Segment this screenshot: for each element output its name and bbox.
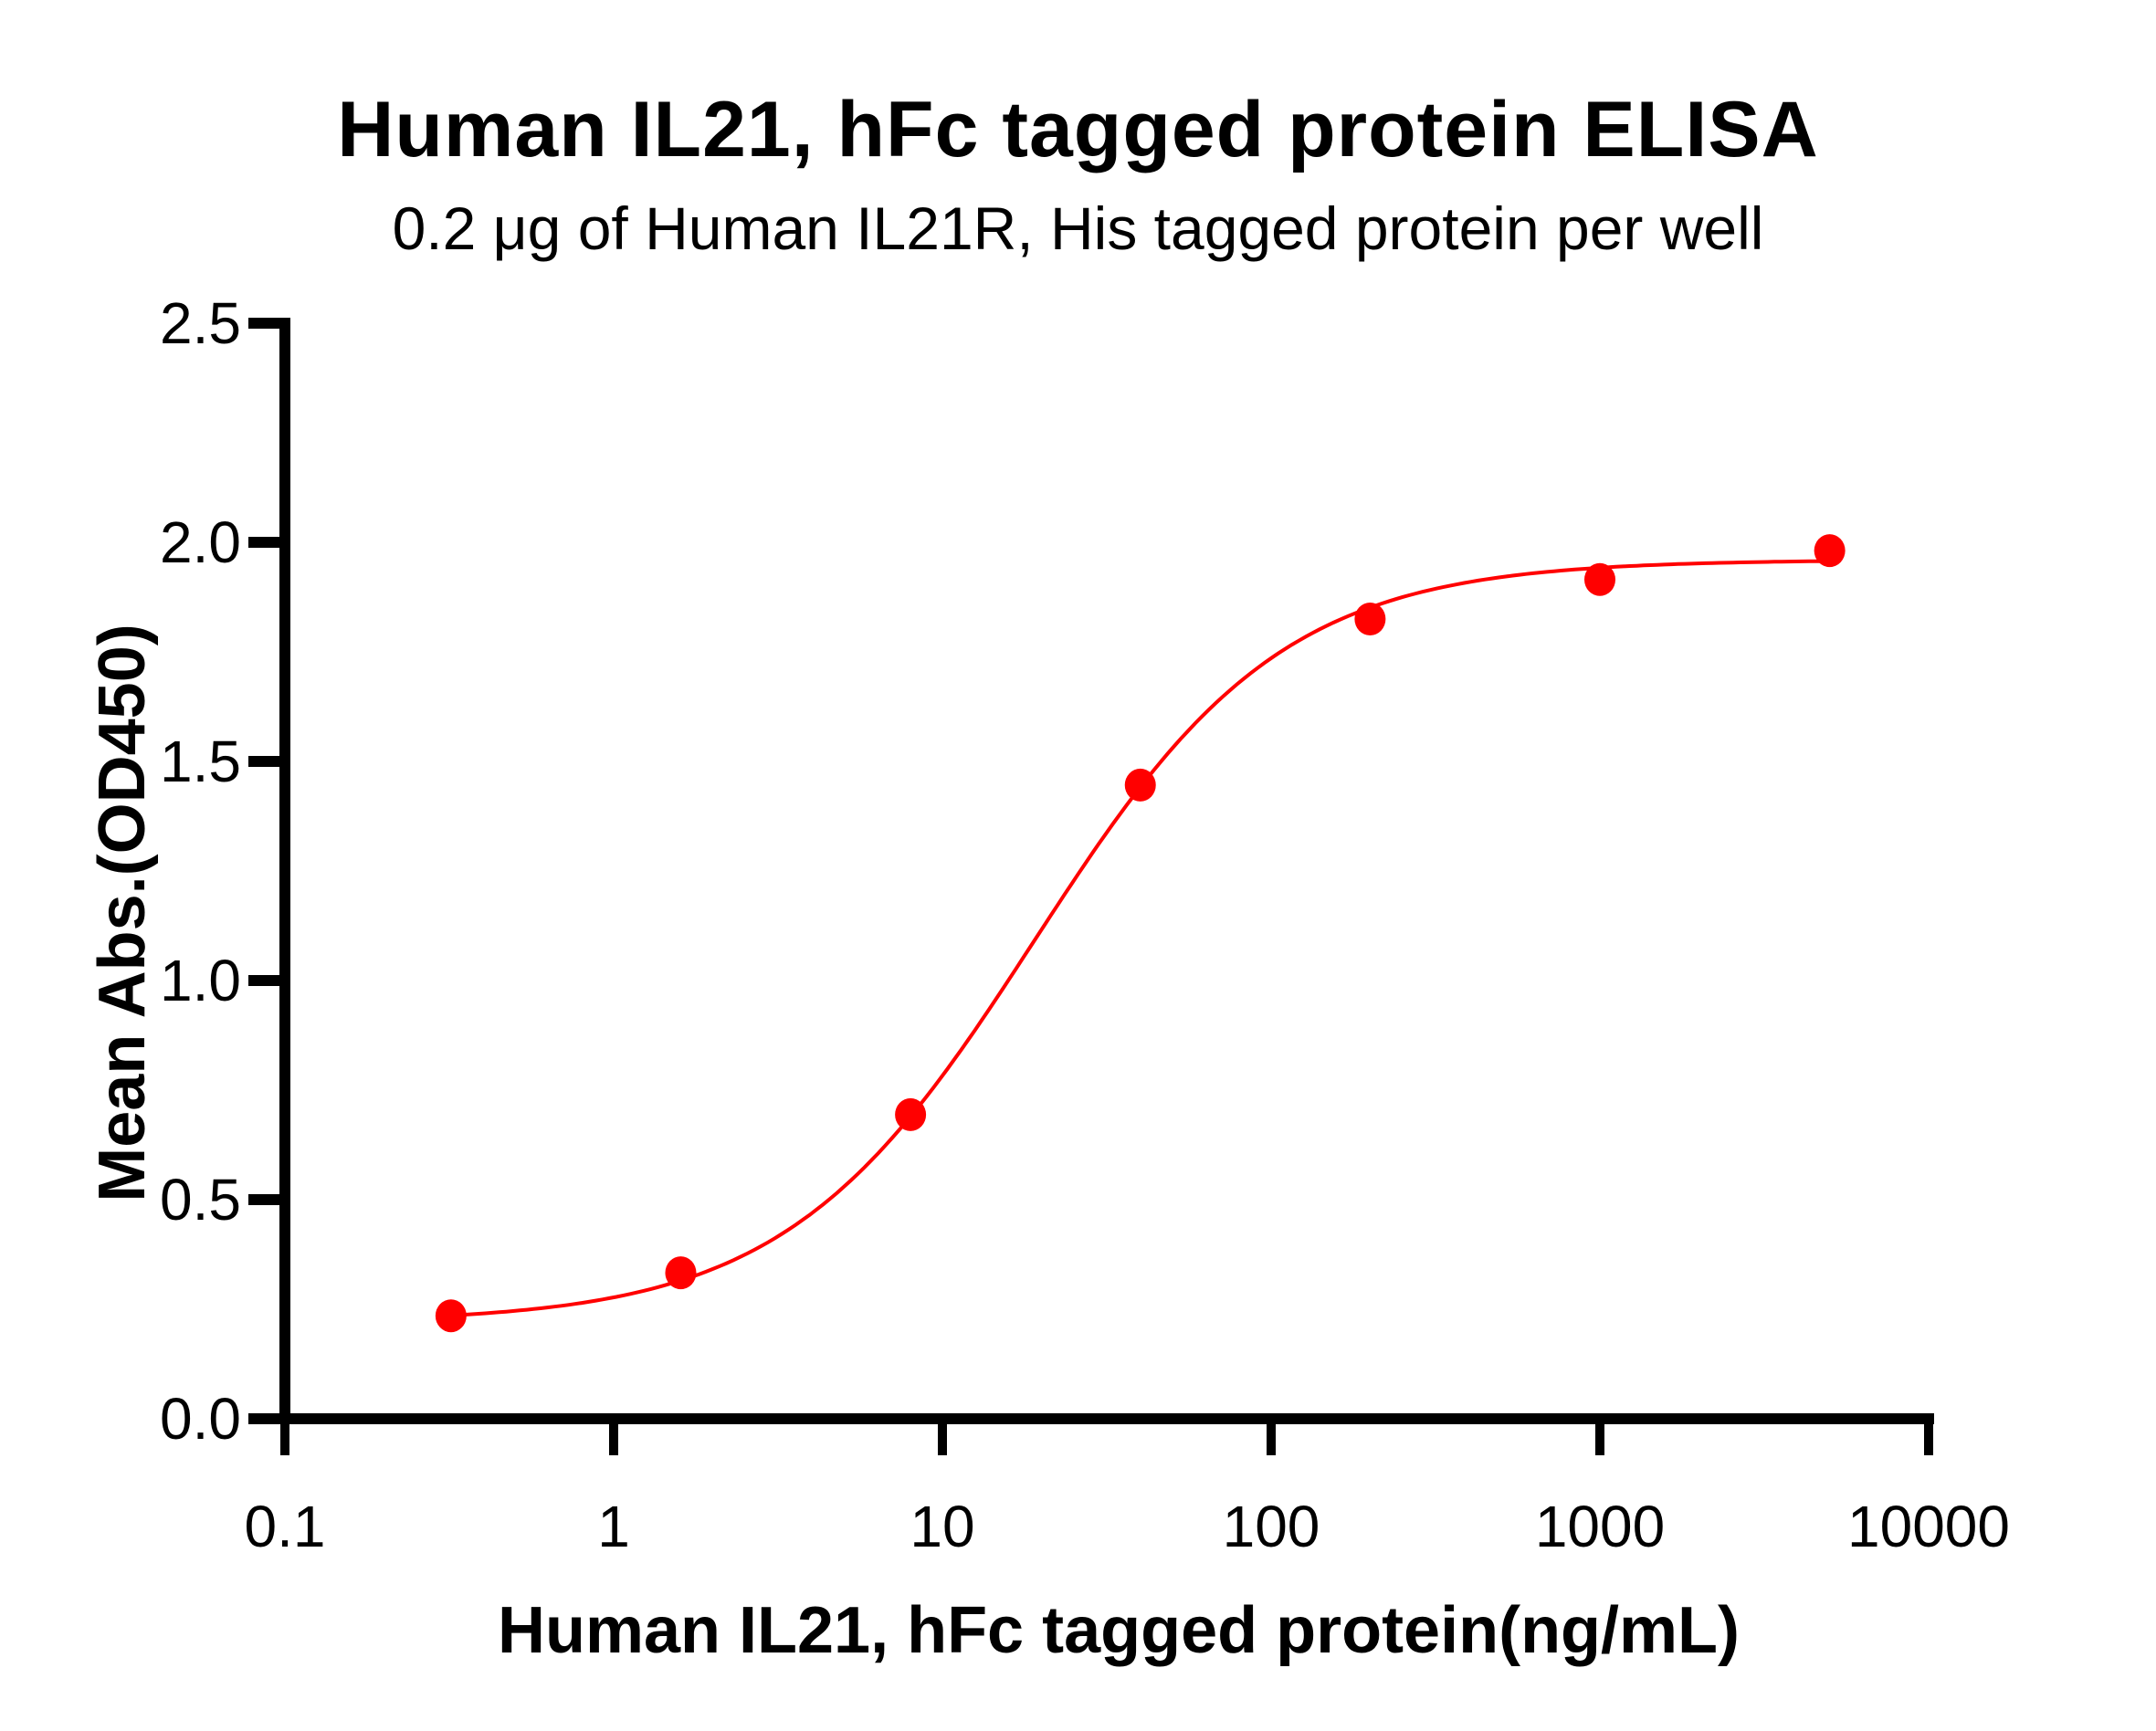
chart-title: Human IL21, hFc tagged protein ELISA (337, 86, 1819, 173)
data-point-marker (435, 1299, 467, 1333)
data-points (435, 534, 1846, 1333)
data-point-marker (895, 1097, 927, 1131)
chart-subtitle: 0.2 μg of Human IL21R, His tagged protei… (392, 194, 1764, 262)
x-tick-label: 0.1 (245, 1494, 326, 1559)
y-tick-label: 2.0 (160, 509, 241, 575)
data-point-marker (1814, 534, 1846, 568)
x-tick-label: 100 (1223, 1494, 1320, 1559)
data-point-marker (1124, 768, 1156, 802)
x-tick-label: 1000 (1535, 1494, 1665, 1559)
x-tick-labels: 0.1 1 10 100 1000 10000 (245, 1494, 2010, 1559)
x-axis-label: Human IL21, hFc tagged protein(ng/mL) (498, 1594, 1740, 1667)
x-tick-label: 10 (910, 1494, 974, 1559)
fit-curve (450, 559, 1830, 1317)
x-tick-label: 10000 (1847, 1494, 2010, 1559)
y-tick-label: 0.0 (160, 1386, 241, 1452)
y-axis-label: Mean Abs.(OD450) (86, 624, 159, 1201)
data-point-marker (665, 1256, 697, 1290)
y-tick-label: 0.5 (160, 1167, 241, 1233)
axes (248, 318, 1934, 1455)
y-tick-label: 1.0 (160, 948, 241, 1013)
data-point-marker (1584, 562, 1615, 596)
y-tick-label: 1.5 (160, 729, 241, 794)
y-tick-labels: 0.0 0.5 1.0 1.5 2.0 2.5 (160, 290, 241, 1452)
x-tick-label: 1 (597, 1494, 630, 1559)
data-point-marker (1354, 603, 1386, 635)
y-tick-label: 2.5 (160, 290, 241, 356)
